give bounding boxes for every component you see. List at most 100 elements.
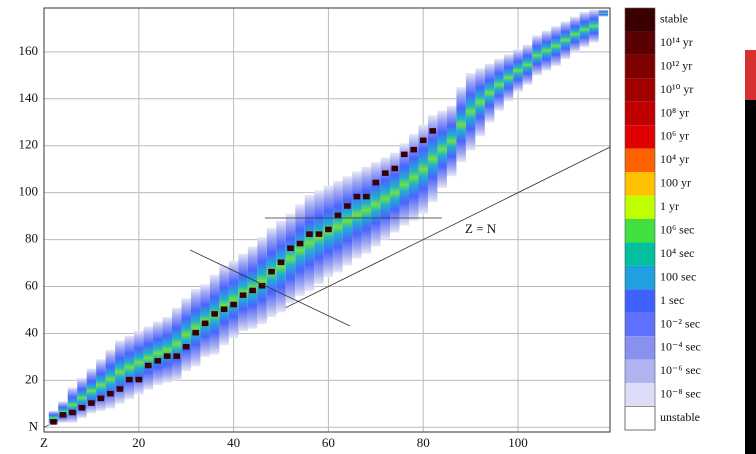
stable-nuclide [126, 376, 133, 383]
nuclide-band [96, 359, 106, 411]
legend-label: 10⁻⁶ sec [660, 363, 701, 377]
nuclide-band [589, 9, 599, 43]
y-tick-label: 120 [19, 137, 39, 152]
stable-nuclide [258, 283, 266, 289]
nuclide-band [532, 35, 542, 76]
nuclide-band [361, 166, 372, 254]
legend-label: 1 yr [660, 199, 679, 213]
stable-nuclide [344, 203, 351, 209]
stable-nuclide [211, 311, 218, 317]
stable-nuclide [277, 259, 285, 266]
nuclide-band [115, 340, 125, 404]
nuclide-band [86, 368, 97, 414]
stable-nuclide [315, 231, 323, 237]
nuclide-band [105, 349, 116, 409]
stable-nuclide [429, 128, 437, 134]
nuclide-band [124, 335, 135, 400]
nuclide-band [162, 317, 172, 383]
legend-swatch [625, 312, 655, 337]
legend-swatch [625, 195, 655, 219]
legend-swatch [625, 383, 655, 407]
nuclide-band [219, 265, 229, 346]
nuclide-band [333, 180, 343, 273]
legend-swatch [625, 289, 655, 313]
stable-nuclide [97, 395, 105, 402]
nuclide-band [551, 26, 561, 66]
stable-nuclide [154, 358, 162, 364]
nuclide-band [513, 49, 523, 92]
legend-label: unstable [660, 410, 700, 424]
legend-swatch [624, 406, 656, 431]
stable-nuclide [268, 268, 275, 275]
edge-accent [745, 100, 756, 454]
nuclide-band [257, 237, 267, 325]
legend-swatch [625, 101, 655, 126]
guide-line [189, 249, 351, 327]
stable-nuclide [381, 170, 389, 176]
stable-nuclide [296, 240, 304, 247]
legend-label: 10¹⁰ yr [660, 82, 693, 96]
x-tick-label: 40 [227, 435, 240, 450]
nuclide-band [181, 298, 191, 371]
x-tick-label: Z [40, 435, 48, 450]
legend-label: 1 sec [660, 293, 684, 307]
stable-nuclide [230, 301, 237, 308]
nuclide-band [228, 260, 239, 339]
nuclide-band [48, 410, 59, 425]
stable-nuclide [201, 320, 209, 327]
nuclide-band [143, 326, 154, 390]
legend-swatch [625, 219, 655, 243]
nuclide-band [465, 72, 476, 151]
nuclide-band [560, 21, 571, 59]
legend-swatch [625, 78, 655, 102]
legend-swatch [625, 125, 655, 149]
stable-nuclide [135, 376, 143, 383]
nuclide-band [390, 152, 400, 233]
nuclide-band [409, 134, 419, 221]
y-tick-label: 60 [25, 278, 38, 293]
legend-swatch [625, 242, 655, 266]
stable-nuclide [410, 146, 418, 153]
legend-swatch [625, 265, 655, 290]
stable-nuclide [78, 405, 86, 411]
legend-label: 10⁶ yr [660, 129, 689, 143]
legend-label: 100 yr [660, 176, 691, 190]
plot-frame [43, 7, 611, 433]
stable-nuclide [325, 226, 332, 233]
x-tick-label: 60 [322, 435, 335, 450]
nuclide-band [503, 54, 514, 102]
nuclide-band [352, 171, 362, 259]
nuclide-band [456, 87, 466, 163]
nuclide-band [446, 105, 457, 177]
y-tick-label: N [29, 418, 39, 433]
legend-label: 10¹² yr [660, 58, 692, 72]
legend-swatch [625, 172, 655, 196]
nuclide-band [276, 220, 286, 313]
nuclide-band [427, 115, 438, 203]
legend-label: 10⁴ yr [660, 152, 689, 166]
legend-label: 10⁴ sec [660, 246, 695, 260]
stable-nuclide [163, 353, 171, 359]
y-tick-label: 140 [19, 90, 39, 105]
stable-nuclide [182, 344, 190, 350]
edge-accent [745, 50, 756, 100]
legend-frame [624, 7, 656, 431]
nuclide-band [285, 213, 296, 303]
nuclide-band [380, 157, 391, 240]
nuclide-band [371, 162, 381, 247]
stable-nuclide [88, 400, 95, 406]
legend-swatch [625, 8, 655, 32]
stable-nuclide [419, 137, 427, 144]
nuclide-band [522, 44, 533, 85]
stable-nuclide [239, 292, 247, 298]
nuclide-band [541, 30, 552, 71]
nuclide-band [304, 195, 315, 292]
nuclide-band [314, 190, 324, 285]
stable-nuclide [173, 353, 181, 359]
nuclide-band [484, 63, 495, 123]
x-tick-label: 20 [132, 435, 145, 450]
legend-label: 10⁻² sec [660, 316, 700, 330]
nuclide-band [190, 288, 201, 367]
nuclide-band [437, 110, 447, 188]
